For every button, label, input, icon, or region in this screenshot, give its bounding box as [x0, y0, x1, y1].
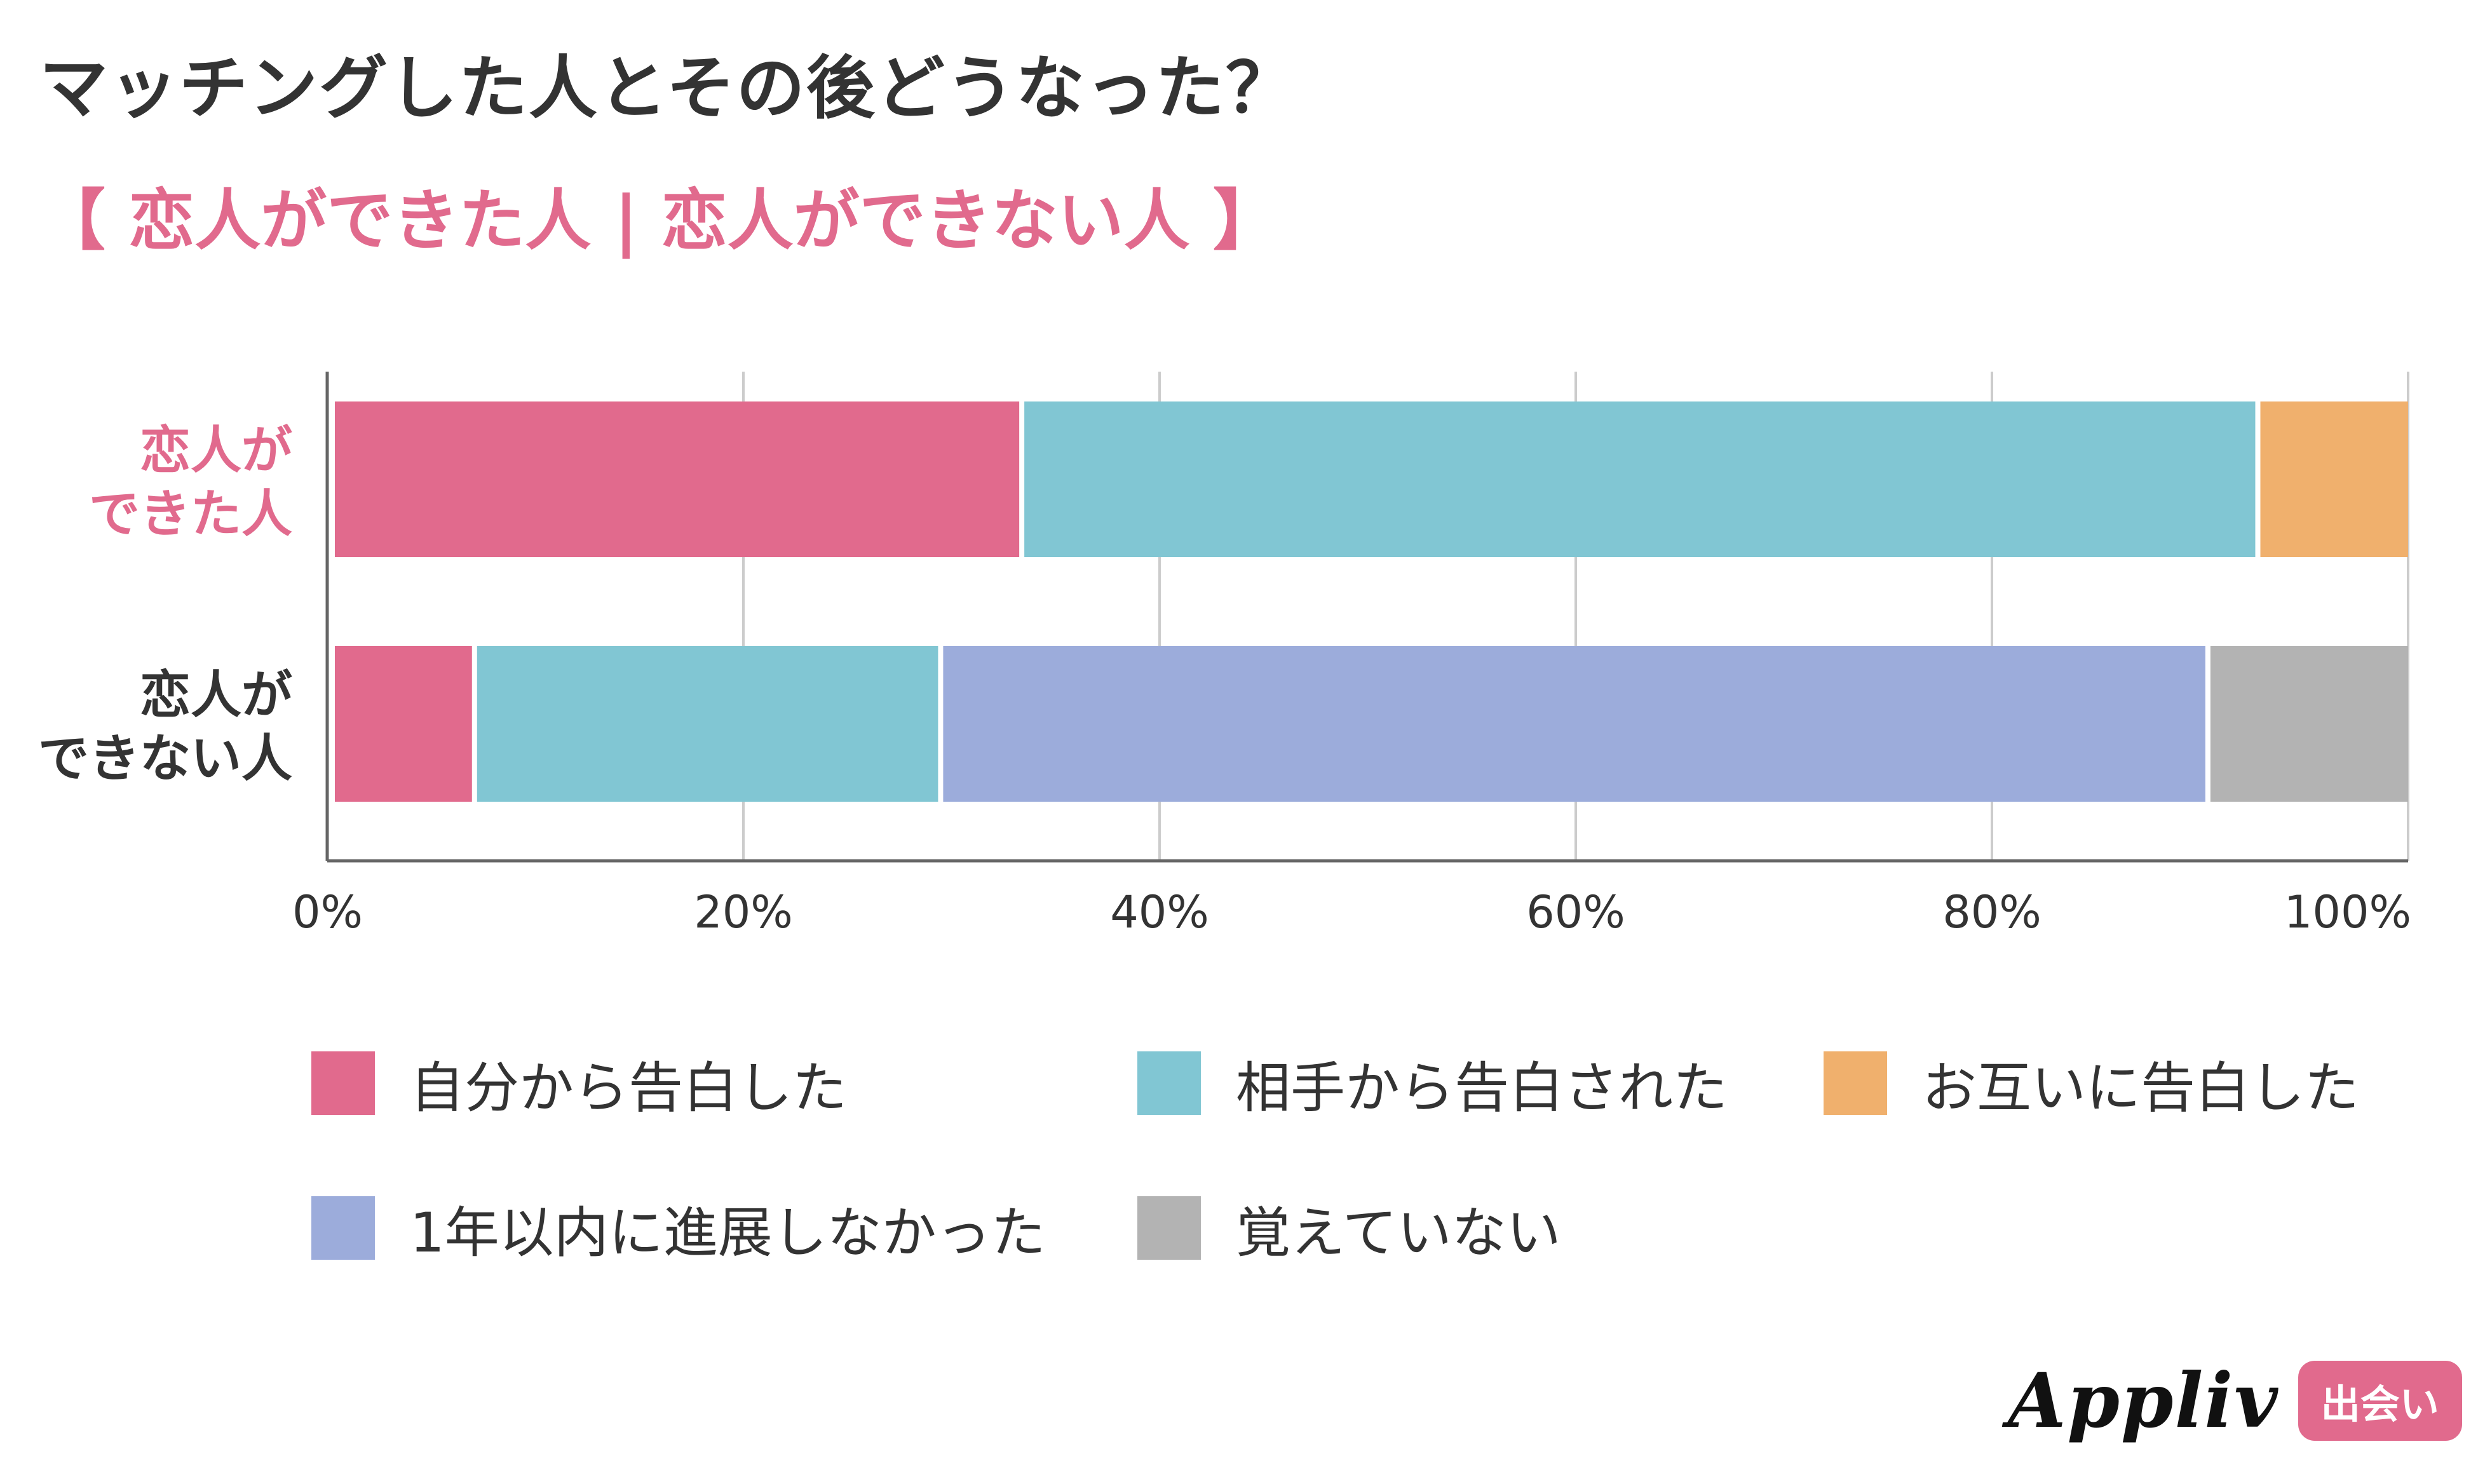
legend-item-dont-remember: 覚えていない — [1137, 1188, 1561, 1267]
legend-swatch-self — [311, 1051, 375, 1115]
legend-item-no-progress: 1年以内に進展しなかった — [311, 1188, 1046, 1267]
x-tick-label: 0% — [292, 886, 363, 938]
brand-name: Appliv — [2008, 1356, 2279, 1445]
legend-item-mutual: お互いに告白した — [1824, 1043, 2359, 1123]
legend-item-partner: 相手から告白された — [1137, 1043, 1728, 1123]
x-tick-label: 100% — [2284, 886, 2411, 938]
x-tick-label: 20% — [694, 886, 793, 938]
legend-label-self: 自分から告白した — [410, 1056, 847, 1120]
category-label-line1: 恋人が — [140, 421, 292, 480]
category-label-line2: できない人 — [38, 729, 292, 788]
bar-segment — [943, 646, 2205, 802]
category-label-line2: できた人 — [89, 485, 292, 544]
bar-segment — [477, 646, 938, 802]
brand-logo: Appliv 出会い — [2008, 1356, 2462, 1445]
legend-label-partner: 相手から告白された — [1236, 1056, 1728, 1120]
legend-label-mutual: お互いに告白した — [1922, 1056, 2359, 1120]
chart-title: マッチングした人とその後どうなった？ — [39, 49, 1296, 128]
chart-subtitle: 【 恋人ができた人 | 恋人ができない人 】 — [39, 182, 1279, 259]
legend-swatch-partner — [1137, 1051, 1201, 1115]
legend-label-dont-remember: 覚えていない — [1236, 1201, 1561, 1265]
bar-segment — [1024, 401, 2256, 557]
brand-badge: 出会い — [2298, 1360, 2462, 1441]
bar-segment — [2210, 646, 2408, 802]
legend-swatch-dont-remember — [1137, 1196, 1201, 1260]
bar-segment — [2260, 401, 2408, 557]
legend-label-no-progress: 1年以内に進展しなかった — [410, 1201, 1046, 1265]
category-label-line1: 恋人が — [140, 666, 292, 725]
x-tick-label: 80% — [1942, 886, 2041, 938]
legend-swatch-mutual — [1824, 1051, 1887, 1115]
bar-segment — [335, 646, 472, 802]
legend-item-self: 自分から告白した — [311, 1043, 847, 1123]
x-tick-label: 40% — [1110, 886, 1209, 938]
x-tick-label: 60% — [1526, 886, 1625, 938]
bar-segment — [335, 401, 1020, 557]
legend-swatch-no-progress — [311, 1196, 375, 1260]
